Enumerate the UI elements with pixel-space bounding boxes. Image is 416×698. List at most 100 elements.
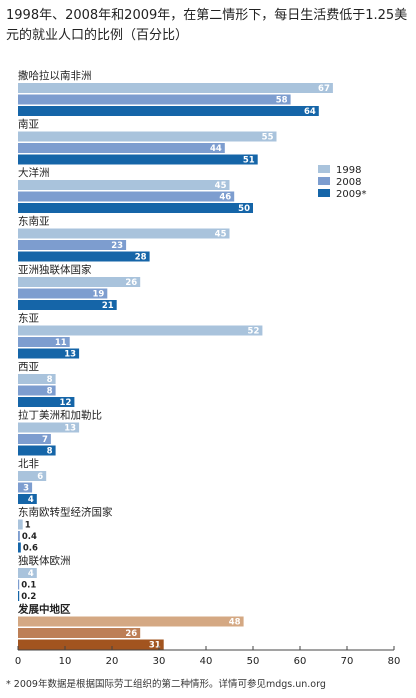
legend-swatch bbox=[318, 189, 330, 197]
legend-swatch bbox=[318, 165, 330, 173]
bar bbox=[18, 519, 23, 530]
data-label: 23 bbox=[111, 241, 123, 251]
category-label: 北非 bbox=[18, 458, 39, 470]
category-label: 亚洲独联体国家 bbox=[18, 263, 92, 276]
data-label: 7 bbox=[42, 435, 48, 445]
category-group: 东南亚 45 23 28 bbox=[18, 215, 230, 263]
tick-label: 70 bbox=[341, 656, 354, 667]
data-label: 8 bbox=[47, 447, 53, 457]
data-label: 28 bbox=[135, 253, 147, 263]
category-group: 东亚 52 11 13 bbox=[18, 312, 263, 360]
bar bbox=[18, 106, 319, 116]
bar bbox=[18, 277, 141, 287]
data-label: 64 bbox=[304, 107, 316, 117]
category-label: 独联体欧洲 bbox=[18, 554, 71, 567]
bar bbox=[18, 482, 33, 493]
data-label: 1 bbox=[25, 521, 31, 531]
data-label: 45 bbox=[215, 181, 227, 191]
bar bbox=[18, 83, 333, 93]
data-label: 44 bbox=[210, 144, 222, 154]
footnote: * 2009年数据是根据国际劳工组织的第二种情形。详情可参见mdgs.un.or… bbox=[6, 679, 326, 690]
bar bbox=[18, 240, 127, 250]
bar bbox=[18, 143, 225, 153]
legend-swatch bbox=[318, 177, 330, 185]
data-label: 12 bbox=[60, 398, 72, 408]
bar bbox=[18, 471, 47, 481]
data-label: 4 bbox=[28, 495, 34, 505]
data-label: 52 bbox=[248, 327, 260, 337]
legend-label: 2008 bbox=[336, 177, 361, 188]
category-group: 大洋洲 45 46 50 bbox=[18, 166, 253, 214]
category-group: 西亚 8 8 12 bbox=[18, 361, 75, 408]
category-label: 东南亚 bbox=[18, 215, 50, 228]
bar bbox=[18, 191, 235, 202]
category-group: 南亚 55 44 51 bbox=[18, 118, 277, 166]
legend-label: 1998 bbox=[336, 165, 361, 176]
data-label: 4 bbox=[28, 569, 34, 579]
bar bbox=[18, 531, 20, 541]
bar bbox=[18, 228, 230, 239]
bar bbox=[18, 434, 51, 444]
bar bbox=[18, 337, 70, 347]
bar bbox=[18, 180, 230, 190]
category-label: 拉丁美洲和加勒比 bbox=[18, 409, 102, 422]
category-label: 东南欧转型经济国家 bbox=[18, 506, 113, 519]
bar bbox=[18, 288, 108, 299]
data-label: 6 bbox=[37, 472, 43, 482]
bar bbox=[18, 154, 258, 165]
data-label: 51 bbox=[243, 156, 255, 166]
bar bbox=[18, 639, 164, 650]
tick-label: 10 bbox=[59, 656, 72, 667]
category-group: 东南欧转型经济国家 10.4 0.6 bbox=[18, 506, 113, 554]
category-group: 北非 634 bbox=[18, 458, 47, 505]
bar bbox=[18, 300, 117, 310]
tick-label: 20 bbox=[106, 656, 119, 667]
data-label: 0.1 bbox=[21, 581, 36, 591]
bar bbox=[18, 591, 20, 601]
category-label: 发展中地区 bbox=[17, 603, 71, 616]
bar bbox=[18, 568, 37, 578]
data-label: 50 bbox=[238, 204, 250, 214]
tick-label: 0 bbox=[15, 656, 21, 667]
data-label: 48 bbox=[229, 618, 241, 628]
data-label: 8 bbox=[47, 375, 53, 385]
bar bbox=[18, 542, 21, 553]
data-label: 67 bbox=[318, 84, 330, 94]
data-label: 26 bbox=[125, 278, 137, 288]
bar bbox=[18, 445, 56, 456]
tick-label: 80 bbox=[388, 656, 401, 667]
tick-label: 60 bbox=[294, 656, 307, 667]
bar bbox=[18, 628, 141, 638]
category-group: 独联体欧洲 4 0.10.2 bbox=[18, 554, 71, 602]
bar bbox=[18, 94, 291, 105]
bar bbox=[18, 397, 75, 407]
data-label: 0.2 bbox=[21, 592, 36, 602]
category-group: 发展中地区 48 26 31 bbox=[17, 603, 244, 651]
data-label: 58 bbox=[276, 96, 288, 106]
bar bbox=[18, 579, 20, 590]
bar bbox=[18, 131, 277, 142]
category-label: 南亚 bbox=[18, 118, 39, 131]
tick-label: 40 bbox=[200, 656, 213, 667]
data-label: 3 bbox=[23, 484, 29, 494]
category-group: 撒哈拉以南非洲 67 58 64 bbox=[18, 69, 333, 117]
tick-label: 50 bbox=[247, 656, 260, 667]
bar bbox=[18, 325, 263, 336]
x-axis: 0 10 20 30 40 50 60 70 80 bbox=[15, 646, 401, 667]
bar bbox=[18, 348, 80, 359]
category-label: 大洋洲 bbox=[18, 166, 50, 179]
category-label: 东亚 bbox=[18, 312, 39, 325]
bar bbox=[18, 251, 150, 262]
data-label: 0.6 bbox=[23, 544, 38, 554]
data-label: 31 bbox=[149, 641, 161, 651]
data-label: 0.4 bbox=[22, 532, 37, 542]
category-label: 西亚 bbox=[18, 361, 39, 373]
tick-label: 30 bbox=[153, 656, 166, 667]
legend-label: 2009* bbox=[336, 189, 366, 200]
category-group: 拉丁美洲和加勒比 13 7 8 bbox=[18, 409, 102, 457]
data-label: 19 bbox=[92, 290, 104, 300]
data-label: 13 bbox=[64, 424, 76, 434]
chart-title: 1998年、2008年和2009年，在第二情形下，每日生活费低于1.25美元的就… bbox=[6, 8, 408, 43]
